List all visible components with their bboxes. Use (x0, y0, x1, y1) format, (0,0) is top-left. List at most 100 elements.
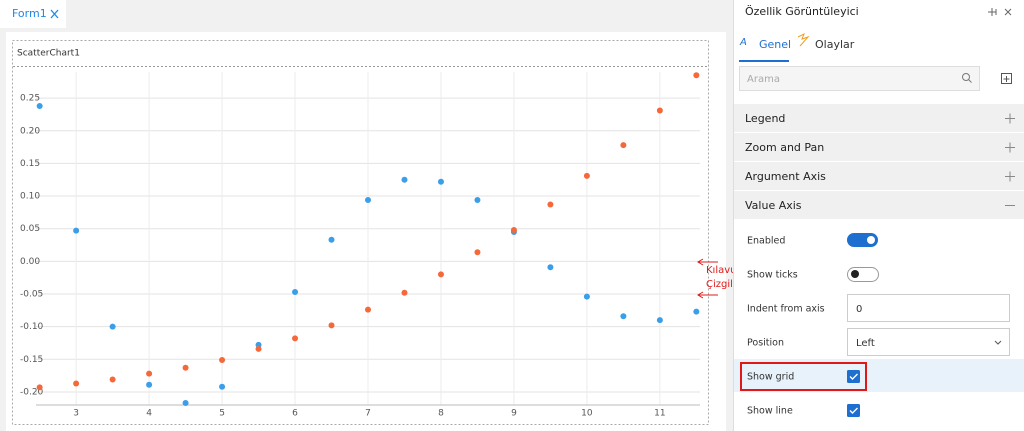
search-icon (962, 73, 970, 81)
section-label: Argument Axis (745, 170, 826, 183)
expand-icon (1005, 113, 1015, 124)
y-tick-label: -0.10 (20, 322, 44, 332)
x-tick-label: 10 (581, 409, 593, 419)
point (36, 102, 43, 109)
section-header[interactable] (734, 133, 1024, 162)
plot: 0.25 0.20 0.15 0.10 0.05 0.00 -0.05 -0.10 -0.15 -… (20, 72, 744, 419)
annotation-arrow (697, 258, 718, 266)
point (401, 176, 408, 183)
panel-body: Legend Zoom and Pan Argument Axis Value Axi… (734, 104, 1024, 417)
annotation: Kılavuz (706, 265, 742, 276)
point (620, 313, 627, 320)
y-tick-label: 0.15 (20, 159, 40, 169)
panel-tab[interactable]: Olaylar (815, 38, 855, 51)
point (219, 383, 226, 390)
point (474, 196, 481, 203)
point (292, 335, 299, 342)
property-label: Show line (747, 406, 793, 417)
highlight-box (740, 362, 867, 391)
search-icon-handle (968, 79, 972, 83)
pin-icon[interactable] (988, 8, 997, 16)
x-tick-label: 3 (73, 409, 79, 419)
section-header[interactable] (734, 191, 1024, 220)
y-tick-label: 0.10 (20, 192, 40, 202)
panel-tab[interactable]: Genel (759, 38, 791, 51)
annotation: Çizgiler (706, 279, 744, 290)
tab-underline (739, 60, 789, 62)
add-button-plus (1003, 76, 1010, 82)
point (182, 364, 189, 371)
y-tick-label: 0.25 (20, 94, 40, 104)
y-tick-label: -0.05 (20, 290, 43, 300)
point (292, 289, 299, 296)
select-arrow (994, 340, 1002, 345)
point (693, 308, 700, 315)
point (365, 196, 371, 203)
point (656, 107, 663, 114)
section-label: Value Axis (745, 199, 802, 212)
point (328, 236, 335, 243)
row-highlight (734, 359, 1024, 392)
point (36, 384, 43, 391)
point (474, 249, 481, 256)
point (328, 322, 335, 329)
y-tick-label: 0.05 (20, 224, 40, 234)
y-tick-label: 0.20 (20, 126, 40, 136)
point (437, 178, 444, 185)
chart-title: ScatterChart1 (17, 49, 80, 59)
annotation-arrow (697, 291, 718, 299)
property-label: Show grid (747, 372, 794, 383)
point (109, 376, 116, 383)
point (401, 289, 408, 296)
form (6, 32, 726, 431)
x-tick-label: 8 (438, 409, 444, 419)
search-placeholder: Arama (747, 74, 780, 85)
x-tick-label: 11 (654, 409, 665, 419)
point (656, 317, 663, 324)
point (437, 271, 444, 278)
point (109, 323, 116, 330)
add-button[interactable] (1001, 73, 1012, 84)
close-icon[interactable] (1004, 8, 1012, 16)
point (583, 172, 590, 179)
chart-frame (12, 40, 709, 425)
property-label: Enabled (747, 236, 785, 247)
point (182, 400, 189, 407)
point (510, 227, 517, 234)
checkmark (849, 373, 858, 380)
input-box[interactable] (847, 294, 1010, 322)
section-header[interactable] (734, 162, 1024, 191)
section-header[interactable] (734, 104, 1024, 133)
x-tick-label: 6 (292, 409, 298, 419)
input-value: 0 (856, 304, 862, 315)
point (620, 142, 627, 149)
select-box[interactable] (847, 328, 1010, 356)
x-tick-label: 9 (511, 409, 517, 419)
genel-icon: A (739, 37, 747, 48)
point (583, 293, 590, 300)
property-label: Show ticks (747, 270, 798, 281)
point (365, 306, 371, 313)
section-label: Legend (745, 112, 785, 125)
toggle-knob (851, 270, 859, 278)
point (73, 380, 80, 387)
select-value: Left (856, 338, 875, 349)
y-tick-label: -0.20 (20, 387, 44, 397)
property-label: Position (747, 338, 784, 349)
point (547, 201, 554, 208)
panel-title: Özellik Görüntüleyici (745, 5, 859, 18)
checkmark (849, 407, 858, 414)
checkbox[interactable] (847, 370, 860, 383)
tab-close[interactable] (50, 9, 59, 19)
search-box[interactable] (739, 66, 980, 91)
expand-icon (1005, 142, 1015, 153)
y-tick-label: 0.00 (20, 257, 40, 267)
point (146, 370, 153, 377)
point (693, 72, 700, 79)
point (219, 356, 226, 363)
x-tick-label: 5 (219, 409, 225, 419)
checkbox[interactable] (847, 404, 860, 417)
expand-icon (1005, 171, 1015, 182)
